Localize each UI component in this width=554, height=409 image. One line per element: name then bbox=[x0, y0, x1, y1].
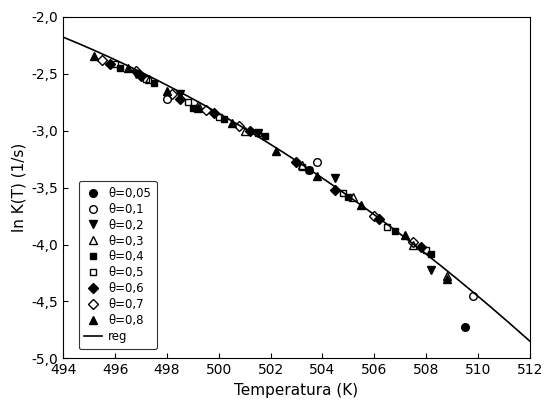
Y-axis label: ln K(T) (1/s): ln K(T) (1/s) bbox=[11, 143, 26, 232]
X-axis label: Temperatura (K): Temperatura (K) bbox=[234, 383, 358, 398]
Legend: θ=0,05, θ=0,1, θ=0,2, θ=0,3, θ=0,4, θ=0,5, θ=0,6, θ=0,7, θ=0,8, reg: θ=0,05, θ=0,1, θ=0,2, θ=0,3, θ=0,4, θ=0,… bbox=[79, 181, 157, 349]
